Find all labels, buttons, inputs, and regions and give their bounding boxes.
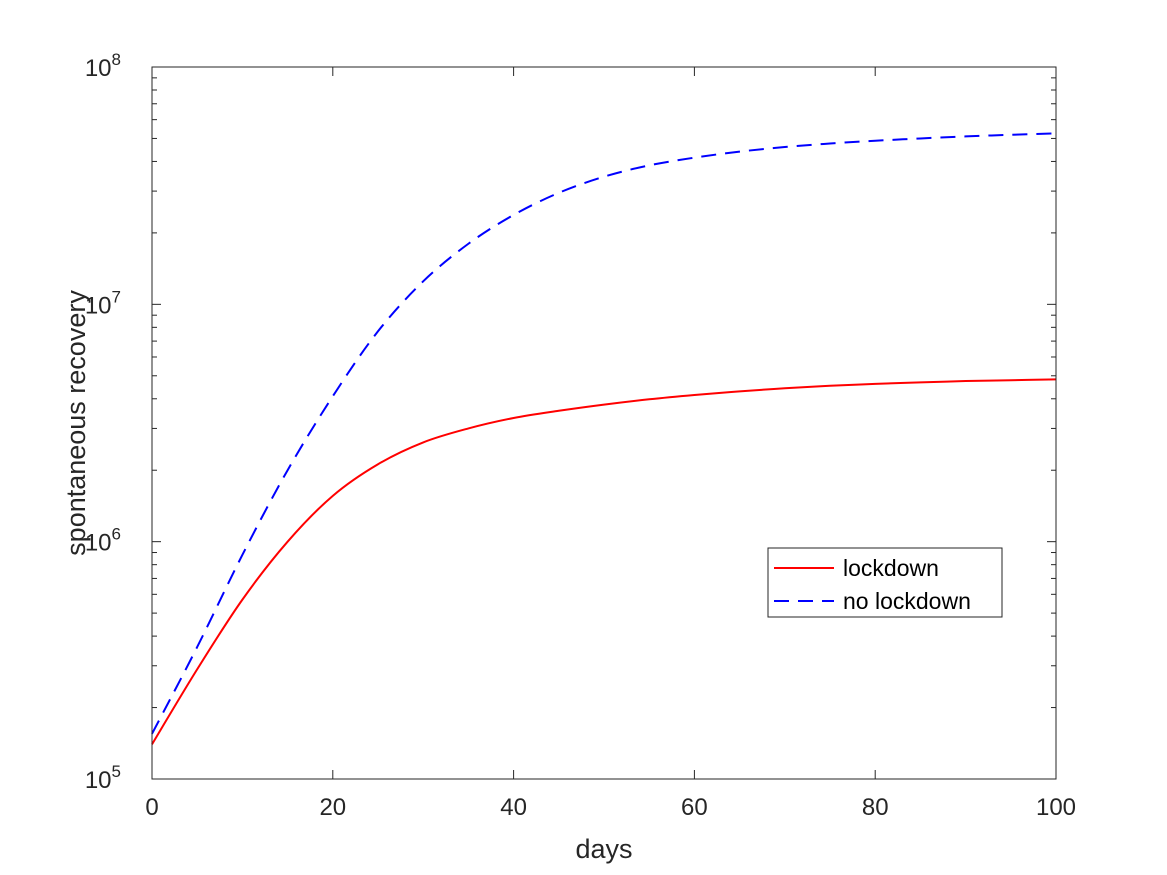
y-tick-label: 105 — [85, 762, 121, 794]
y-tick-label: 106 — [85, 525, 121, 557]
series-line-lockdown — [151, 378, 1057, 745]
x-tick-label: 80 — [862, 794, 889, 821]
legend: lockdown no lockdown — [767, 547, 1003, 618]
x-axis-title: days — [575, 834, 632, 864]
series-line-no-lockdown — [151, 132, 1057, 735]
y-tick-exponent: 7 — [112, 287, 121, 306]
y-tick-exponent: 6 — [112, 525, 121, 544]
legend-label-no-lockdown: no lockdown — [843, 588, 971, 614]
y-tick-label: 107 — [85, 287, 121, 319]
y-tick-exponent: 5 — [112, 762, 121, 781]
legend-box — [767, 547, 1003, 618]
x-tick-label: 100 — [1036, 794, 1076, 821]
y-tick-exponent: 8 — [112, 50, 121, 69]
y-axis-title: spontaneous recovery — [61, 290, 91, 556]
minor-ticks — [152, 77, 1056, 709]
x-tick-label: 60 — [681, 794, 708, 821]
x-tick-label: 20 — [319, 794, 346, 821]
legend-label-lockdown: lockdown — [843, 555, 939, 581]
axes-box — [151, 66, 1057, 780]
series-layer — [151, 132, 1057, 745]
y-tick-label: 108 — [85, 50, 121, 82]
x-tick-labels: 0 20 40 60 80 100 — [145, 794, 1076, 821]
x-tick-label: 40 — [500, 794, 527, 821]
x-tick-label: 0 — [145, 794, 158, 821]
y-tick-labels: 105 106 107 108 — [85, 50, 121, 794]
plot-area — [152, 67, 1056, 779]
